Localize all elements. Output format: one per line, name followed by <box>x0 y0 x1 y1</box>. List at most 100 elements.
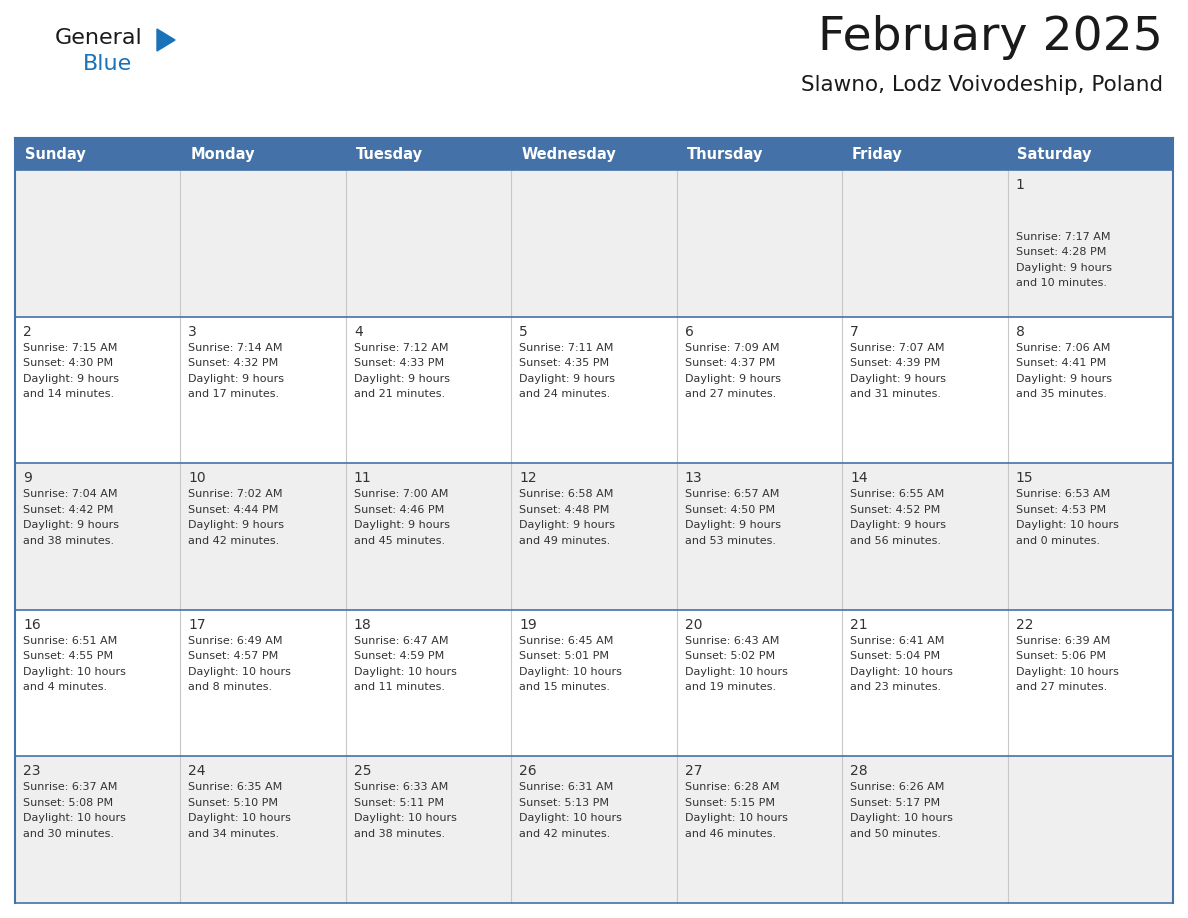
Text: Daylight: 10 hours: Daylight: 10 hours <box>1016 666 1118 677</box>
Text: Sunrise: 6:51 AM: Sunrise: 6:51 AM <box>23 636 118 645</box>
Text: Daylight: 9 hours: Daylight: 9 hours <box>684 521 781 531</box>
Text: Daylight: 10 hours: Daylight: 10 hours <box>684 813 788 823</box>
Text: 2: 2 <box>23 325 32 339</box>
Text: 11: 11 <box>354 471 372 486</box>
Text: Sunset: 4:35 PM: Sunset: 4:35 PM <box>519 358 609 368</box>
Text: and 53 minutes.: and 53 minutes. <box>684 536 776 545</box>
Text: Daylight: 10 hours: Daylight: 10 hours <box>851 666 953 677</box>
Text: Daylight: 10 hours: Daylight: 10 hours <box>189 813 291 823</box>
Bar <box>15 317 1173 464</box>
Bar <box>15 138 181 170</box>
Text: and 17 minutes.: and 17 minutes. <box>189 389 279 399</box>
Text: 1: 1 <box>1016 178 1024 192</box>
Text: Daylight: 10 hours: Daylight: 10 hours <box>851 813 953 823</box>
Text: and 38 minutes.: and 38 minutes. <box>23 536 114 545</box>
Text: Sunrise: 6:35 AM: Sunrise: 6:35 AM <box>189 782 283 792</box>
Text: and 45 minutes.: and 45 minutes. <box>354 536 446 545</box>
Text: Sunset: 4:42 PM: Sunset: 4:42 PM <box>23 505 113 515</box>
Text: Sunrise: 7:11 AM: Sunrise: 7:11 AM <box>519 342 614 353</box>
Text: Sunrise: 6:39 AM: Sunrise: 6:39 AM <box>1016 636 1110 645</box>
Text: 17: 17 <box>189 618 206 632</box>
Text: 18: 18 <box>354 618 372 632</box>
Text: Sunset: 4:57 PM: Sunset: 4:57 PM <box>189 651 279 661</box>
Text: Wednesday: Wednesday <box>522 147 615 162</box>
Text: Daylight: 9 hours: Daylight: 9 hours <box>354 521 450 531</box>
Text: Sunset: 5:17 PM: Sunset: 5:17 PM <box>851 798 940 808</box>
Text: and 19 minutes.: and 19 minutes. <box>684 682 776 692</box>
Text: Sunrise: 7:04 AM: Sunrise: 7:04 AM <box>23 489 118 499</box>
Text: 8: 8 <box>1016 325 1024 339</box>
Text: Sunset: 5:02 PM: Sunset: 5:02 PM <box>684 651 775 661</box>
Text: Daylight: 10 hours: Daylight: 10 hours <box>354 666 456 677</box>
Text: Sunrise: 7:07 AM: Sunrise: 7:07 AM <box>851 342 944 353</box>
Text: Sunrise: 7:02 AM: Sunrise: 7:02 AM <box>189 489 283 499</box>
Text: and 0 minutes.: and 0 minutes. <box>1016 536 1100 545</box>
Text: Sunrise: 7:06 AM: Sunrise: 7:06 AM <box>1016 342 1110 353</box>
Text: and 27 minutes.: and 27 minutes. <box>1016 682 1107 692</box>
Text: and 27 minutes.: and 27 minutes. <box>684 389 776 399</box>
Text: Sunrise: 6:45 AM: Sunrise: 6:45 AM <box>519 636 614 645</box>
Text: Saturday: Saturday <box>1017 147 1092 162</box>
Bar <box>677 138 842 170</box>
Text: Sunrise: 7:14 AM: Sunrise: 7:14 AM <box>189 342 283 353</box>
Text: and 24 minutes.: and 24 minutes. <box>519 389 611 399</box>
Text: Sunset: 4:50 PM: Sunset: 4:50 PM <box>684 505 775 515</box>
Text: Sunset: 4:53 PM: Sunset: 4:53 PM <box>1016 505 1106 515</box>
Text: Sunset: 5:04 PM: Sunset: 5:04 PM <box>851 651 940 661</box>
Text: Sunset: 4:33 PM: Sunset: 4:33 PM <box>354 358 444 368</box>
Text: Sunrise: 6:26 AM: Sunrise: 6:26 AM <box>851 782 944 792</box>
Text: Sunrise: 6:28 AM: Sunrise: 6:28 AM <box>684 782 779 792</box>
Text: and 31 minutes.: and 31 minutes. <box>851 389 941 399</box>
Text: 26: 26 <box>519 765 537 778</box>
Text: Sunrise: 6:43 AM: Sunrise: 6:43 AM <box>684 636 779 645</box>
Text: and 15 minutes.: and 15 minutes. <box>519 682 611 692</box>
Text: Daylight: 9 hours: Daylight: 9 hours <box>1016 263 1112 273</box>
Text: February 2025: February 2025 <box>819 15 1163 60</box>
Text: and 21 minutes.: and 21 minutes. <box>354 389 446 399</box>
Text: Daylight: 10 hours: Daylight: 10 hours <box>23 666 126 677</box>
Text: Monday: Monday <box>190 147 255 162</box>
Text: Sunset: 4:32 PM: Sunset: 4:32 PM <box>189 358 279 368</box>
Text: Slawno, Lodz Voivodeship, Poland: Slawno, Lodz Voivodeship, Poland <box>801 75 1163 95</box>
Text: Sunrise: 6:57 AM: Sunrise: 6:57 AM <box>684 489 779 499</box>
Text: Sunrise: 6:53 AM: Sunrise: 6:53 AM <box>1016 489 1110 499</box>
Text: Sunrise: 7:09 AM: Sunrise: 7:09 AM <box>684 342 779 353</box>
Text: 22: 22 <box>1016 618 1034 632</box>
Polygon shape <box>157 29 175 51</box>
Text: 15: 15 <box>1016 471 1034 486</box>
Text: Sunset: 4:44 PM: Sunset: 4:44 PM <box>189 505 279 515</box>
Text: Daylight: 9 hours: Daylight: 9 hours <box>189 374 284 384</box>
Text: Sunrise: 6:49 AM: Sunrise: 6:49 AM <box>189 636 283 645</box>
Text: Sunrise: 6:47 AM: Sunrise: 6:47 AM <box>354 636 448 645</box>
Text: Sunday: Sunday <box>25 147 86 162</box>
Text: Sunset: 5:06 PM: Sunset: 5:06 PM <box>1016 651 1106 661</box>
Text: and 4 minutes.: and 4 minutes. <box>23 682 107 692</box>
Text: 27: 27 <box>684 765 702 778</box>
Text: 10: 10 <box>189 471 206 486</box>
Text: and 35 minutes.: and 35 minutes. <box>1016 389 1106 399</box>
Text: Sunset: 4:41 PM: Sunset: 4:41 PM <box>1016 358 1106 368</box>
Text: Sunset: 5:08 PM: Sunset: 5:08 PM <box>23 798 113 808</box>
Text: 24: 24 <box>189 765 206 778</box>
Text: and 42 minutes.: and 42 minutes. <box>189 536 279 545</box>
Text: Sunrise: 6:41 AM: Sunrise: 6:41 AM <box>851 636 944 645</box>
Text: Daylight: 9 hours: Daylight: 9 hours <box>684 374 781 384</box>
Text: Daylight: 10 hours: Daylight: 10 hours <box>519 813 623 823</box>
Text: Daylight: 10 hours: Daylight: 10 hours <box>189 666 291 677</box>
Text: Daylight: 10 hours: Daylight: 10 hours <box>354 813 456 823</box>
Text: Daylight: 9 hours: Daylight: 9 hours <box>1016 374 1112 384</box>
Text: and 38 minutes.: and 38 minutes. <box>354 829 446 839</box>
Text: Sunrise: 6:33 AM: Sunrise: 6:33 AM <box>354 782 448 792</box>
Text: and 30 minutes.: and 30 minutes. <box>23 829 114 839</box>
Text: and 23 minutes.: and 23 minutes. <box>851 682 941 692</box>
Text: Sunset: 4:55 PM: Sunset: 4:55 PM <box>23 651 113 661</box>
Text: 6: 6 <box>684 325 694 339</box>
Bar <box>181 138 346 170</box>
Text: Sunset: 5:10 PM: Sunset: 5:10 PM <box>189 798 278 808</box>
Text: Sunset: 4:48 PM: Sunset: 4:48 PM <box>519 505 609 515</box>
Text: Sunrise: 6:55 AM: Sunrise: 6:55 AM <box>851 489 944 499</box>
Text: Sunrise: 6:58 AM: Sunrise: 6:58 AM <box>519 489 614 499</box>
Text: Sunset: 4:37 PM: Sunset: 4:37 PM <box>684 358 775 368</box>
Text: Daylight: 10 hours: Daylight: 10 hours <box>23 813 126 823</box>
Text: 4: 4 <box>354 325 362 339</box>
